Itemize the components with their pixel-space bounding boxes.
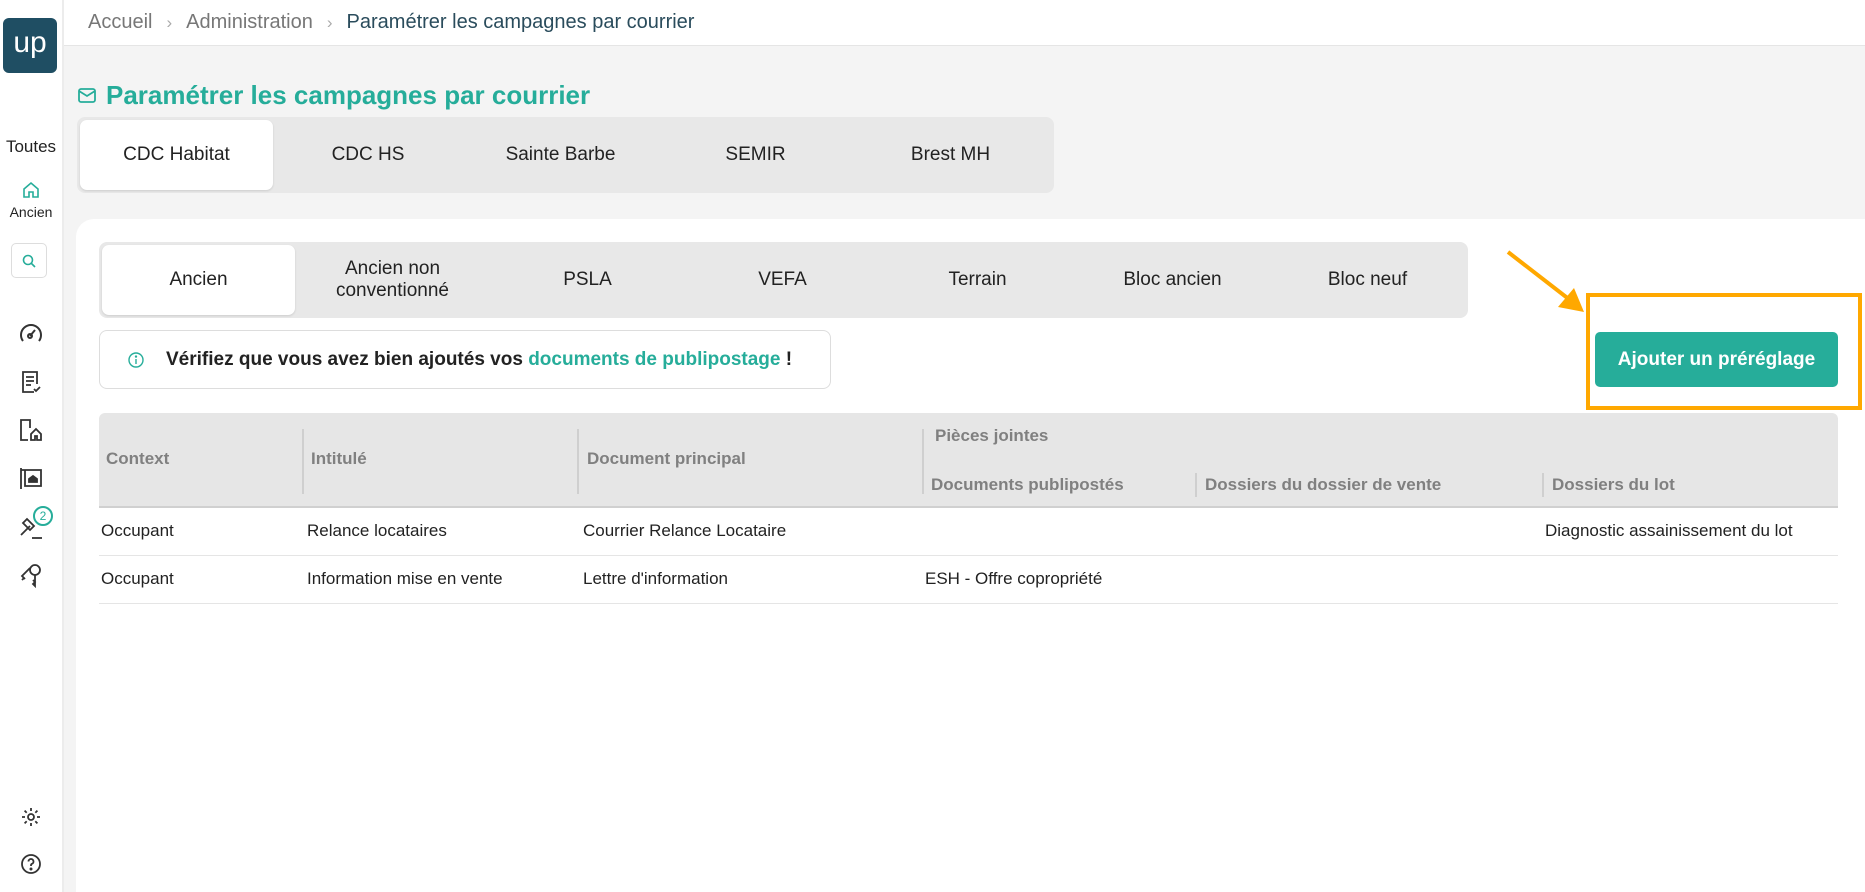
info-icon bbox=[128, 351, 144, 368]
highlight-box bbox=[1586, 293, 1862, 410]
search-button[interactable] bbox=[11, 243, 47, 278]
info-text: Vérifiez que vous avez bien ajoutés vos bbox=[166, 348, 523, 370]
info-alert: Vérifiez que vous avez bien ajoutés vos … bbox=[99, 330, 831, 389]
notification-badge: 2 bbox=[33, 506, 53, 526]
page-title-text: Paramétrer les campagnes par courrier bbox=[106, 80, 591, 110]
table-row[interactable]: Occupant Information mise en vente Lettr… bbox=[99, 556, 1838, 604]
table-header: Context Intitulé Document principal Pièc… bbox=[99, 413, 1838, 508]
buildings-home-icon[interactable] bbox=[0, 418, 62, 442]
col-group-pieces-jointes: Pièces jointes bbox=[935, 426, 1049, 445]
type-tabs: Ancien Ancien non conventionné PSLA VEFA… bbox=[99, 242, 1468, 318]
help-icon[interactable] bbox=[0, 853, 62, 875]
table-row[interactable]: Occupant Relance locataires Courrier Rel… bbox=[99, 508, 1838, 556]
logo[interactable]: up bbox=[3, 18, 57, 73]
tab-bloc-ancien[interactable]: Bloc ancien bbox=[1123, 269, 1222, 290]
sidebar: up Toutes Ancien 2 bbox=[0, 0, 64, 892]
home-label[interactable]: Ancien bbox=[9, 204, 53, 220]
page-title: Paramétrer les campagnes par courrier bbox=[78, 80, 590, 111]
breadcrumb-home[interactable]: Accueil bbox=[88, 11, 153, 33]
chevron-right-icon: › bbox=[166, 12, 173, 32]
checklist-icon[interactable] bbox=[0, 370, 62, 394]
company-tabs: CDC Habitat CDC HS Sainte Barbe SEMIR Br… bbox=[77, 117, 1054, 193]
tab-semir[interactable]: SEMIR bbox=[725, 144, 786, 165]
add-preset-button[interactable]: Ajouter un préréglage bbox=[1595, 332, 1838, 387]
cell-intitule: Relance locataires bbox=[307, 521, 447, 540]
tab-ancien-non-conventionne[interactable]: Ancien non conventionné bbox=[335, 258, 450, 301]
info-suffix: ! bbox=[785, 348, 793, 370]
auction-gavel-icon[interactable] bbox=[0, 514, 62, 540]
breadcrumb-administration[interactable]: Administration bbox=[186, 11, 313, 33]
tab-cdc-hs[interactable]: CDC HS bbox=[331, 144, 405, 165]
cell-dossiers-lot: Diagnostic assainissement du lot bbox=[1545, 521, 1793, 540]
tab-sainte-barbe[interactable]: Sainte Barbe bbox=[505, 144, 616, 165]
home-icon[interactable] bbox=[0, 180, 62, 200]
tab-terrain[interactable]: Terrain bbox=[948, 269, 1007, 290]
gear-icon[interactable] bbox=[0, 806, 62, 828]
search-icon bbox=[22, 254, 36, 268]
tab-brest-mh[interactable]: Brest MH bbox=[910, 144, 991, 165]
cell-document-principal: Lettre d'information bbox=[583, 569, 728, 588]
publipostage-link[interactable]: documents de publipostage bbox=[528, 348, 781, 370]
tab-ancien[interactable]: Ancien bbox=[102, 245, 295, 315]
presets-table: Context Intitulé Document principal Pièc… bbox=[99, 413, 1838, 604]
keys-icon[interactable] bbox=[0, 562, 62, 588]
cell-context: Occupant bbox=[101, 521, 174, 540]
tab-bloc-neuf[interactable]: Bloc neuf bbox=[1327, 269, 1408, 290]
col-document-principal[interactable]: Document principal bbox=[587, 449, 746, 468]
tab-cdc-habitat[interactable]: CDC Habitat bbox=[80, 120, 273, 190]
col-documents-publipostes[interactable]: Documents publipostés bbox=[931, 475, 1124, 494]
breadcrumb-current: Paramétrer les campagnes par courrier bbox=[346, 11, 695, 33]
gauge-icon[interactable] bbox=[0, 322, 62, 344]
cell-documents-publipostes: ESH - Offre copropriété bbox=[925, 569, 1103, 588]
chevron-right-icon: › bbox=[326, 12, 333, 32]
mail-icon bbox=[78, 88, 96, 103]
sale-sign-icon[interactable] bbox=[0, 466, 62, 490]
cell-intitule: Information mise en vente bbox=[307, 569, 503, 588]
col-dossiers-dossier-vente[interactable]: Dossiers du dossier de vente bbox=[1205, 475, 1442, 494]
cell-document-principal: Courrier Relance Locataire bbox=[583, 521, 787, 540]
col-context[interactable]: Context bbox=[106, 449, 170, 468]
scope-label[interactable]: Toutes bbox=[5, 137, 57, 156]
tab-vefa[interactable]: VEFA bbox=[758, 269, 807, 290]
annotation-arrow bbox=[1506, 250, 1584, 312]
col-dossiers-du-lot[interactable]: Dossiers du lot bbox=[1552, 475, 1675, 494]
breadcrumb: Accueil › Administration › Paramétrer le… bbox=[64, 0, 1865, 46]
col-intitule[interactable]: Intitulé bbox=[311, 449, 367, 468]
tab-psla[interactable]: PSLA bbox=[563, 269, 612, 290]
cell-context: Occupant bbox=[101, 569, 174, 588]
